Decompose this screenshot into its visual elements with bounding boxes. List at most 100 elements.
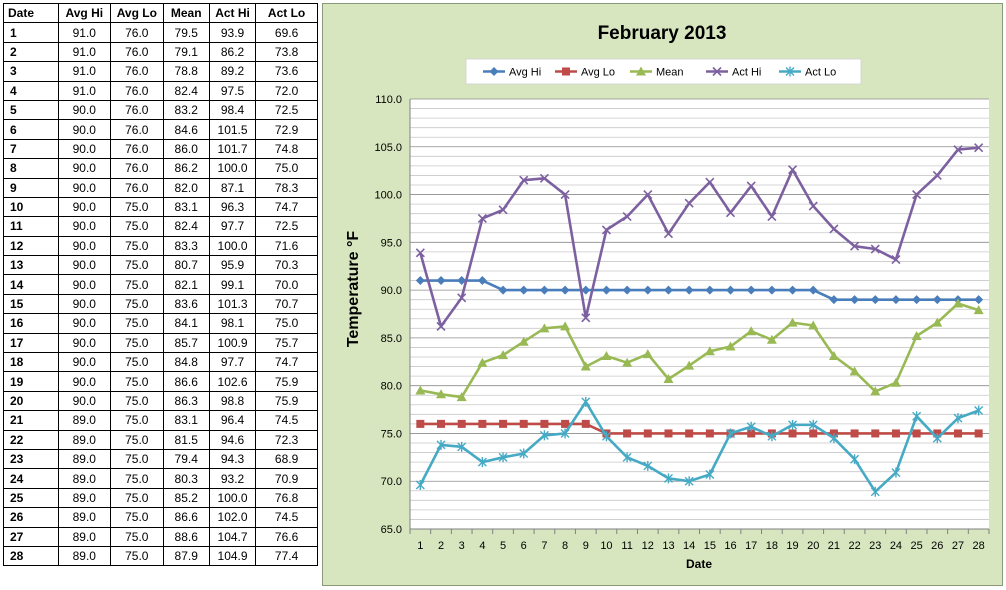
table-row: 6 90.0 76.0 84.6 101.5 72.9 [3,119,318,140]
data-point [808,285,818,295]
data-point [622,452,632,463]
x-tick-label: 19 [786,540,798,552]
y-tick-label: 110.0 [375,94,402,106]
data-point [747,429,756,438]
data-point [870,486,880,497]
value-cell: 75.0 [110,255,164,276]
x-tick-label: 9 [583,540,589,552]
value-cell: 94.6 [208,429,257,450]
value-cell: 104.7 [208,526,257,547]
value-cell: 89.0 [57,545,112,567]
data-point [746,421,756,432]
data-point [767,285,777,295]
date-cell: 28 [3,545,59,567]
date-cell: 9 [3,177,59,198]
value-cell: 89.0 [57,429,112,450]
table-row: 8 90.0 76.0 86.2 100.0 75.0 [3,158,318,179]
x-tick-label: 13 [662,540,674,552]
data-point [808,320,819,330]
y-tick-label: 90.0 [381,285,402,297]
data-point [726,428,736,439]
value-cell: 90.0 [57,352,112,373]
x-tick-label: 20 [807,540,819,552]
data-point [891,254,901,265]
value-cell: 91.0 [57,80,112,101]
value-cell: 101.7 [208,138,257,160]
value-cell: 72.5 [255,99,318,121]
value-cell: 89.0 [57,468,112,489]
table-row: 11 90.0 75.0 82.4 97.7 72.5 [3,216,318,237]
data-point [560,189,570,200]
legend-marker [712,66,722,77]
value-cell: 74.7 [255,352,318,373]
data-point [663,229,674,239]
data-point [766,334,777,344]
value-cell: 84.1 [162,313,210,334]
date-cell: 12 [3,235,59,257]
value-cell: 72.0 [255,80,318,101]
value-cell: 75.0 [110,448,164,470]
x-axis-label: Date [686,557,712,571]
value-cell: 102.0 [208,507,257,528]
line-chart: February 2013 Avg Hi Avg Lo Mean Act Hi Act … [345,23,990,571]
value-cell: 78.3 [255,177,318,198]
value-cell: 76.0 [110,158,164,179]
data-point [685,429,694,438]
x-tick-label: 11 [621,540,632,552]
value-cell: 82.4 [162,216,210,237]
value-cell: 90.0 [57,235,112,257]
data-point [952,298,963,308]
column-header-mean: Mean [162,2,210,24]
data-point [932,170,942,181]
data-point [561,419,570,428]
data-point [767,431,777,442]
value-cell: 68.9 [255,448,318,470]
value-cell: 101.5 [208,119,257,140]
data-point [726,285,736,295]
table-row: 25 89.0 75.0 85.2 100.0 76.8 [3,487,318,509]
date-cell: 5 [3,99,59,121]
data-point [477,357,488,367]
value-cell: 90.0 [57,177,112,198]
value-cell: 98.4 [208,99,257,121]
x-tick-label: 1 [417,540,423,552]
data-point [974,405,984,416]
data-point [437,419,446,428]
data-point [828,351,839,361]
value-cell: 86.6 [162,507,210,528]
date-cell: 26 [3,507,59,528]
value-cell: 83.6 [162,293,210,315]
data-point [850,241,860,251]
data-point [725,208,736,218]
data-point [684,476,694,487]
value-cell: 80.7 [162,255,210,276]
value-cell: 70.3 [255,255,318,276]
value-cell: 76.0 [110,22,164,43]
value-cell: 89.0 [57,507,112,528]
data-point [684,198,694,208]
value-cell: 90.0 [57,332,112,354]
x-tick-label: 25 [911,540,923,552]
x-tick-label: 18 [766,540,778,552]
data-point [601,431,611,442]
data-point [581,313,591,323]
data-point [932,295,942,305]
data-point [787,317,798,327]
data-point [912,295,922,305]
data-point [519,419,528,428]
value-cell: 75.0 [110,507,164,528]
x-tick-label: 12 [642,540,654,552]
legend-entry: Mean [630,66,684,79]
table-row: 7 90.0 76.0 86.0 101.7 74.8 [3,138,318,160]
value-cell: 74.8 [255,138,318,160]
value-cell: 93.9 [208,22,257,43]
data-point [457,419,466,428]
value-cell: 75.0 [110,332,164,354]
value-cell: 90.0 [57,313,112,334]
value-cell: 104.9 [208,545,257,567]
value-cell: 100.0 [208,235,257,257]
data-point [436,439,446,450]
value-cell: 75.9 [255,390,318,412]
date-cell: 22 [3,429,59,450]
data-point [974,143,984,153]
